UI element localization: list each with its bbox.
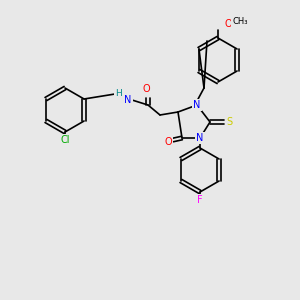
Text: H: H	[115, 89, 122, 98]
Text: CH₃: CH₃	[232, 17, 248, 26]
Text: S: S	[226, 117, 232, 127]
Text: N: N	[124, 95, 132, 105]
Text: O: O	[142, 84, 150, 94]
Text: F: F	[197, 195, 203, 205]
Text: Cl: Cl	[60, 135, 70, 145]
Text: O: O	[164, 137, 172, 147]
Text: N: N	[196, 133, 204, 143]
Text: O: O	[224, 19, 232, 29]
Text: N: N	[193, 100, 201, 110]
